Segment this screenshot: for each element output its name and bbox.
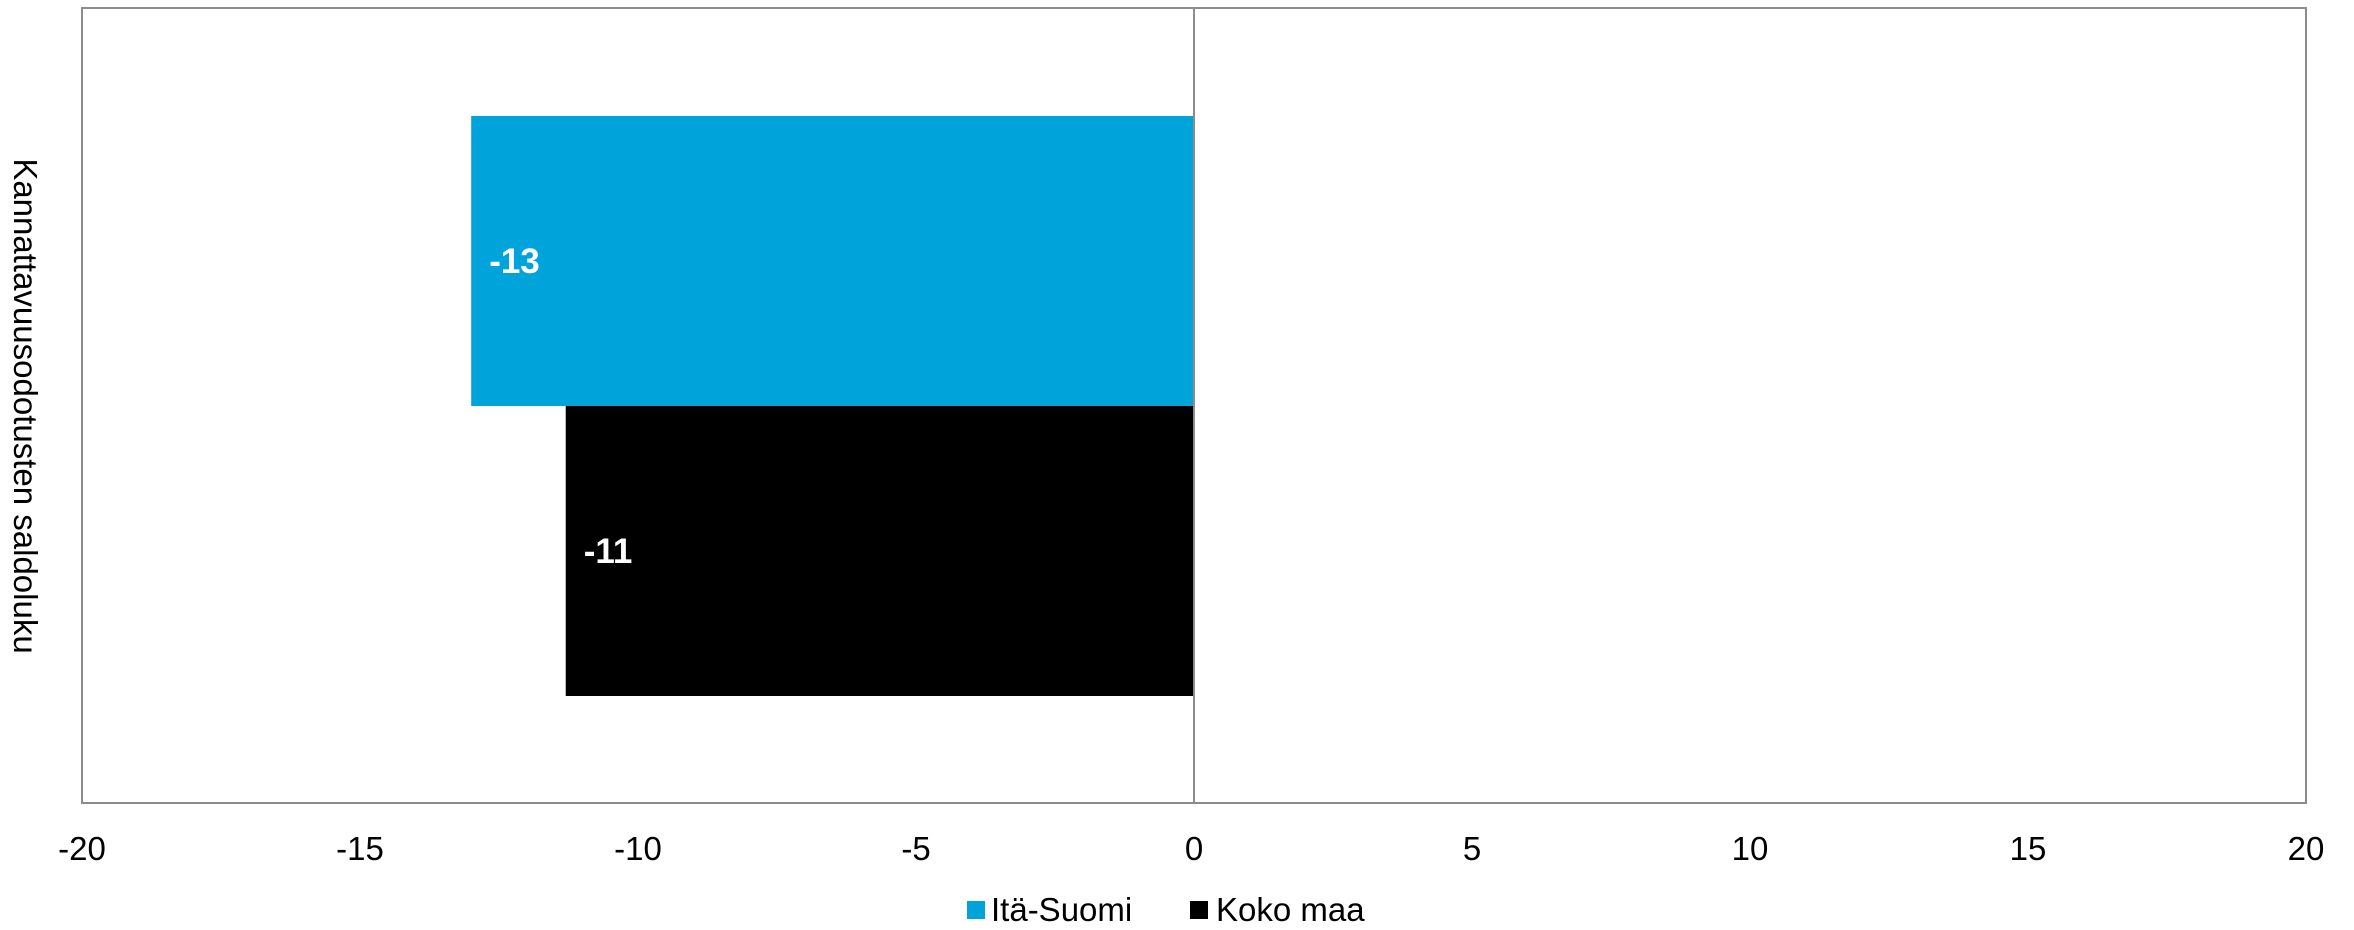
legend-swatch: [967, 901, 985, 919]
x-tick-label: -5: [901, 830, 930, 867]
x-tick-label: -20: [58, 830, 106, 867]
data-labels-group: -13 -11: [489, 242, 632, 571]
bars-group: [471, 116, 1194, 696]
bar-data-label: -11: [584, 532, 633, 571]
y-axis-label: Kannattavuusodotusten saldoluku: [7, 158, 44, 653]
bar-2: [565, 406, 1194, 696]
bar-1: [471, 116, 1194, 406]
x-tick-label: 5: [1463, 830, 1481, 867]
x-tick-label: 15: [2010, 830, 2047, 867]
x-tick-label: 10: [1732, 830, 1769, 867]
x-axis-tick-labels: -20 -15 -10 -5 0 5 10 15 20: [58, 830, 2324, 867]
x-tick-label: -10: [614, 830, 662, 867]
legend-label: Koko maa: [1216, 891, 1365, 928]
x-tick-label: 20: [2288, 830, 2325, 867]
bar-data-label: -13: [489, 242, 540, 281]
legend-swatch: [1190, 901, 1208, 919]
legend: Itä-Suomi Koko maa: [967, 891, 1365, 928]
x-tick-label: -15: [336, 830, 384, 867]
legend-label: Itä-Suomi: [991, 891, 1132, 928]
x-tick-label: 0: [1185, 830, 1203, 867]
